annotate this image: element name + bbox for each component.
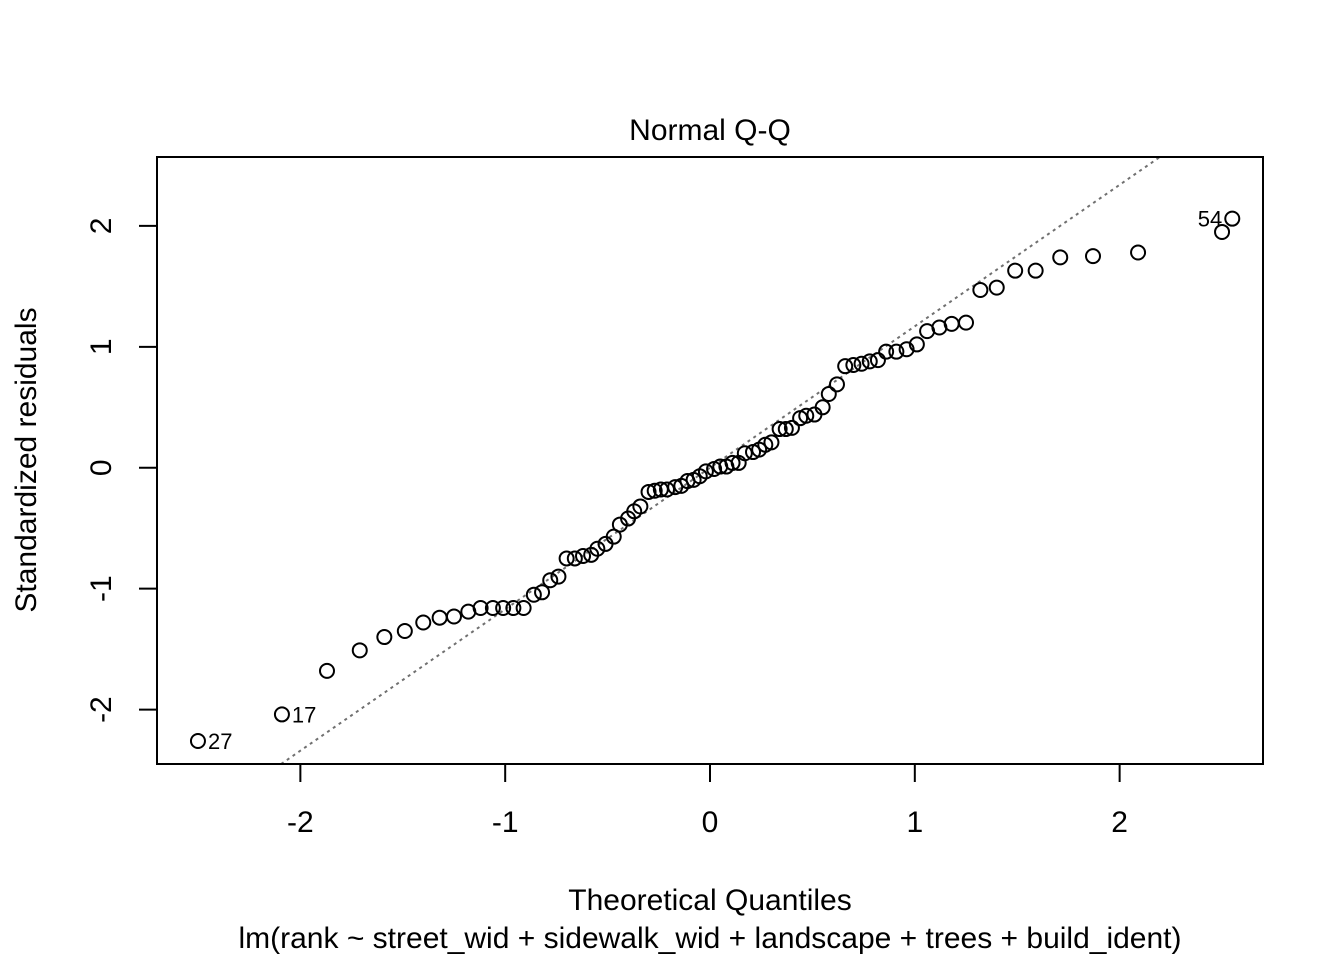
data-point xyxy=(1224,210,1241,227)
data-point xyxy=(845,356,862,373)
data-point xyxy=(820,385,837,402)
data-point xyxy=(431,609,448,626)
data-point xyxy=(1130,244,1147,261)
y-tick-label: 0 xyxy=(85,459,118,476)
point-label: 54 xyxy=(1198,207,1222,232)
y-tick-label: -1 xyxy=(85,575,118,602)
data-point xyxy=(798,407,815,424)
data-point xyxy=(878,343,895,360)
data-point xyxy=(495,600,512,617)
data-point xyxy=(861,353,878,370)
data-point xyxy=(771,421,788,438)
data-point xyxy=(575,548,592,565)
data-point xyxy=(667,479,684,496)
data-point xyxy=(958,314,975,331)
points-layer xyxy=(189,210,1241,750)
data-point xyxy=(658,481,675,498)
data-point xyxy=(943,315,960,332)
data-point xyxy=(1007,262,1024,279)
data-point xyxy=(566,550,583,567)
data-point xyxy=(777,421,794,438)
data-point xyxy=(415,614,432,631)
data-point xyxy=(534,584,551,601)
data-point xyxy=(853,355,870,372)
data-point xyxy=(351,642,368,659)
x-axis-label: Theoretical Quantiles xyxy=(568,884,851,917)
data-point xyxy=(724,454,741,471)
point-label: 17 xyxy=(292,702,316,727)
data-point xyxy=(376,629,393,646)
plot-frame xyxy=(156,156,1264,765)
x-tick-label: -1 xyxy=(492,806,519,839)
data-point xyxy=(189,733,206,750)
data-point xyxy=(1085,248,1102,265)
data-point xyxy=(632,498,649,515)
data-point xyxy=(1027,262,1044,279)
data-point xyxy=(972,282,989,299)
data-point xyxy=(1052,249,1069,266)
x-tick-label: 2 xyxy=(1111,806,1128,839)
data-point xyxy=(837,358,854,375)
point-labels-layer: 27 17 54 xyxy=(208,207,1222,754)
data-point xyxy=(445,608,462,625)
data-point xyxy=(396,622,413,639)
data-point xyxy=(550,568,567,585)
y-tick-label: 1 xyxy=(85,338,118,355)
data-point xyxy=(814,399,831,416)
data-point xyxy=(783,419,800,436)
data-point xyxy=(472,600,489,617)
data-point xyxy=(869,352,886,369)
data-point xyxy=(525,586,542,603)
x-tick-label: -2 xyxy=(287,806,314,839)
data-point xyxy=(640,483,657,500)
x-axis: -2 -1 0 1 2 xyxy=(287,763,1128,839)
data-point xyxy=(589,540,606,557)
data-point xyxy=(1214,223,1231,240)
data-point xyxy=(273,706,290,723)
data-point xyxy=(908,336,925,353)
data-point xyxy=(505,600,522,617)
chart-subtitle: lm(rank ~ street_wid + sidewalk_wid + la… xyxy=(238,922,1181,955)
y-tick-label: 2 xyxy=(85,218,118,235)
y-axis: -2 -1 0 1 2 xyxy=(85,218,158,723)
data-point xyxy=(736,445,753,462)
data-point xyxy=(484,600,501,617)
point-label: 27 xyxy=(208,729,232,754)
data-point xyxy=(898,341,915,358)
data-point xyxy=(542,572,559,589)
data-point xyxy=(646,482,663,499)
y-axis-label: Standardized residuals xyxy=(10,307,43,612)
y-tick-label: -2 xyxy=(85,696,118,723)
data-point xyxy=(763,434,780,451)
x-tick-label: 1 xyxy=(906,806,923,839)
data-point xyxy=(888,343,905,360)
data-point xyxy=(558,550,575,567)
data-point xyxy=(828,376,845,393)
data-point xyxy=(988,279,1005,296)
data-point xyxy=(318,662,335,679)
x-tick-label: 0 xyxy=(702,806,719,839)
data-point xyxy=(697,463,714,480)
chart-title: Normal Q-Q xyxy=(629,114,791,147)
data-point xyxy=(515,600,532,617)
